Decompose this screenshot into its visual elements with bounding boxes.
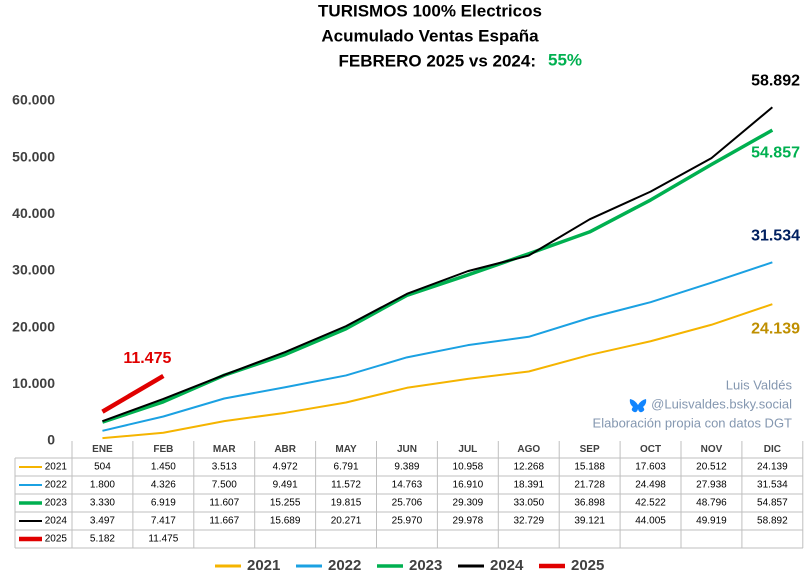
table-cell: 18.391 [513,480,544,491]
line [101,128,774,424]
table-cell: 7.417 [151,516,176,527]
table-cell: 11.607 [209,498,239,509]
legend-label: 2024 [490,557,524,574]
table-cell: 33.050 [513,498,544,509]
row-label: 2023 [45,498,68,509]
table-cell: 4.326 [151,480,176,491]
table-cell: 19.815 [331,498,362,509]
x-tick-label: NOV [701,444,723,455]
data-label: 11.475 [123,350,171,367]
table-cell: 15.188 [574,462,605,473]
table-cell: 21.728 [574,480,605,491]
data-label: 24.139 [751,320,800,337]
y-tick-label: 10.000 [12,375,55,391]
x-tick-label: MAR [213,444,237,455]
table-cell: 7.500 [212,480,237,491]
table-cell: 15.255 [270,498,301,509]
x-tick-label: AGO [517,444,540,455]
table-cell: 10.958 [453,462,484,473]
table-cell: 42.522 [635,498,666,509]
table-cell: 31.534 [757,480,788,491]
line [101,374,165,414]
table-cell: 27.938 [696,480,727,491]
x-tick-label: ENE [92,444,113,455]
y-tick-label: 50.000 [12,148,55,164]
row-label: 2024 [45,516,68,527]
row-label: 2022 [45,480,68,491]
table-cell: 11.572 [331,480,361,491]
line [102,303,773,440]
table-cell: 6.919 [151,498,176,509]
line [102,261,773,432]
x-tick-label: FEB [153,444,173,455]
table-cell: 1.800 [90,480,115,491]
y-tick-label: 40.000 [12,205,55,221]
table-cell: 20.271 [331,516,362,527]
table-cell: 504 [94,462,111,473]
row-label: 2025 [45,534,68,545]
legend-label: 2023 [409,557,442,574]
table-cell: 32.729 [513,516,544,527]
table-cell: 54.857 [757,498,788,509]
table-cell: 3.497 [90,516,115,527]
table-cell: 1.450 [151,462,176,473]
table-cell: 48.796 [696,498,727,509]
x-tick-label: ABR [274,444,296,455]
table-cell: 6.791 [334,462,359,473]
table-cell: 11.667 [209,516,239,527]
annotation: Luis Valdés [726,377,793,392]
table-cell: 9.491 [273,480,298,491]
table-cell: 29.309 [453,498,484,509]
x-tick-label: DIC [764,444,781,455]
chart-title: TURISMOS 100% Electricos [318,1,542,20]
x-tick-label: JUL [458,444,477,455]
y-tick-label: 30.000 [12,262,55,278]
table-cell: 24.498 [635,480,666,491]
y-tick-label: 0 [47,432,55,448]
table-cell: 3.330 [90,498,115,509]
y-tick-label: 20.000 [12,318,55,334]
table-cell: 15.689 [270,516,301,527]
y-tick-label: 60.000 [12,92,55,108]
table-cell: 58.892 [757,516,788,527]
table-cell: 14.763 [392,480,423,491]
x-tick-label: SEP [580,444,600,455]
x-tick-label: MAY [335,444,357,455]
table-cell: 12.268 [513,462,544,473]
table-cell: 20.512 [696,462,727,473]
table-cell: 29.978 [453,516,484,527]
table-cell: 11.475 [148,534,178,545]
data-label: 31.534 [751,228,800,245]
table-cell: 44.005 [635,516,666,527]
data-label: 58.892 [751,72,800,89]
bluesky-icon [629,399,647,413]
table-cell: 9.389 [394,462,419,473]
table-cell: 16.910 [453,480,484,491]
chart-subtitle: Acumulado Ventas España [321,26,539,45]
highlight: 55% [548,50,582,69]
table-cell: 25.706 [392,498,423,509]
row-label: 2021 [45,462,68,473]
legend-label: 2022 [328,557,361,574]
table-cell: 17.603 [635,462,666,473]
annotation: Elaboración propia con datos DGT [593,415,793,430]
x-tick-label: JUN [397,444,417,455]
table-cell: 3.513 [212,462,237,473]
legend-label: 2021 [247,557,280,574]
legend-label: 2025 [571,557,604,574]
table-cell: 25.970 [392,516,423,527]
table-cell: 5.182 [90,534,115,545]
table-cell: 4.972 [273,462,298,473]
table-cell: 39.121 [574,516,605,527]
x-tick-label: OCT [640,444,661,455]
table-cell: 36.898 [574,498,605,509]
table-cell: 24.139 [757,462,788,473]
line [102,106,773,423]
data-label: 54.857 [751,144,800,161]
table-cell: 49.919 [696,516,727,527]
chart-subtitle: FEBRERO 2025 vs 2024: [339,51,537,70]
annotation: @Luisvaldes.bsky.social [651,396,792,411]
